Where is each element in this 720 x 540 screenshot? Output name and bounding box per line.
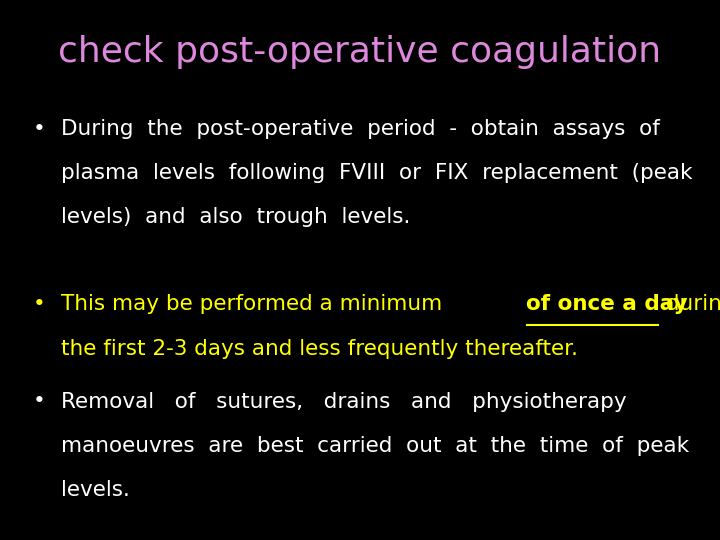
Text: check post-operative coagulation: check post-operative coagulation xyxy=(58,35,662,69)
Text: Removal   of   sutures,   drains   and   physiotherapy: Removal of sutures, drains and physiothe… xyxy=(61,392,627,411)
Text: •: • xyxy=(32,294,45,314)
Text: •: • xyxy=(32,392,45,411)
Text: manoeuvres  are  best  carried  out  at  the  time  of  peak: manoeuvres are best carried out at the t… xyxy=(61,436,689,456)
Text: During  the  post-operative  period  -  obtain  assays  of: During the post-operative period - obtai… xyxy=(61,119,660,139)
Text: during: during xyxy=(659,294,720,314)
Text: of once a day: of once a day xyxy=(526,294,687,314)
Text: levels)  and  also  trough  levels.: levels) and also trough levels. xyxy=(61,207,410,227)
Text: •: • xyxy=(32,119,45,139)
Text: plasma  levels  following  FVIII  or  FIX  replacement  (peak: plasma levels following FVIII or FIX rep… xyxy=(61,163,693,183)
Text: This may be performed a minimum: This may be performed a minimum xyxy=(61,294,449,314)
Text: the first 2-3 days and less frequently thereafter.: the first 2-3 days and less frequently t… xyxy=(61,339,578,359)
Text: levels.: levels. xyxy=(61,480,130,500)
